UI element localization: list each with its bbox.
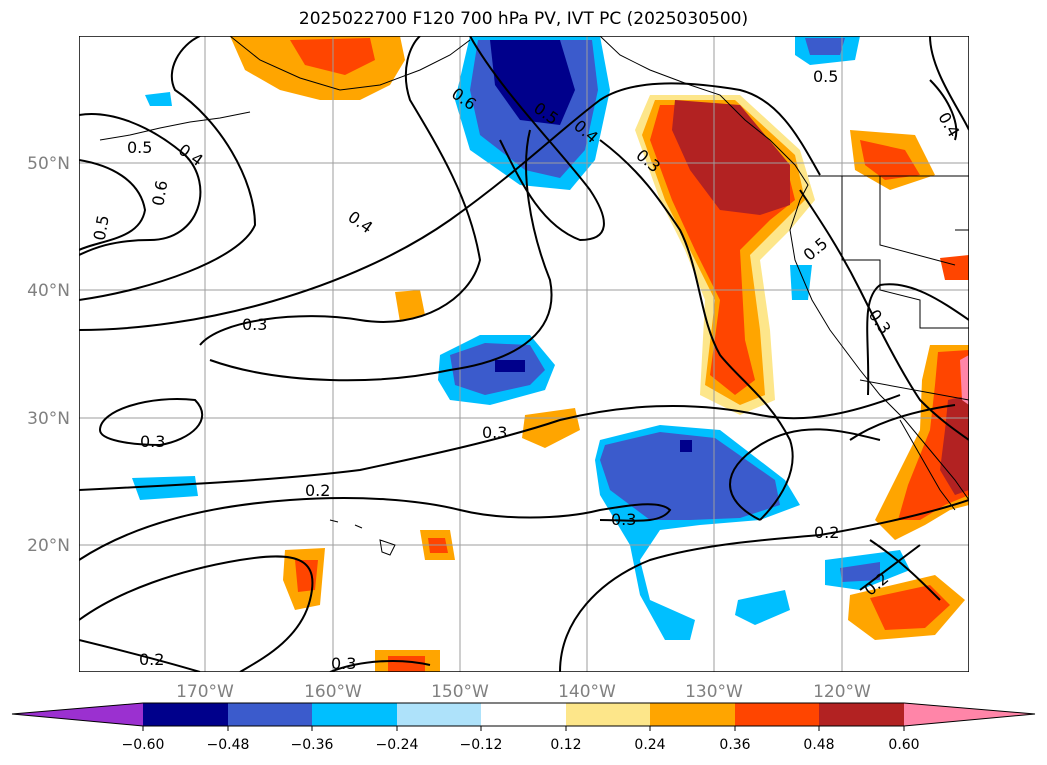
lon-label: 140°W xyxy=(558,682,616,702)
pv-positive-region xyxy=(672,100,790,215)
colorbar-segment xyxy=(650,703,735,726)
colorbar-tick-label: −0.48 xyxy=(207,737,250,753)
contour-line xyxy=(79,394,901,491)
contour-label: 0.2 xyxy=(139,650,164,669)
coastlines xyxy=(99,36,969,556)
colorbar-segment xyxy=(397,703,481,726)
lat-label: 20°N xyxy=(27,536,70,556)
lat-label: 50°N xyxy=(27,154,70,174)
colorbar-segment xyxy=(143,703,228,726)
pv-positive-region xyxy=(395,290,425,322)
colorbar-tick-label: 0.36 xyxy=(719,737,750,753)
contour-line xyxy=(199,36,482,346)
colorbar-tick-label: 0.12 xyxy=(550,737,581,753)
contour-label: 0.2 xyxy=(814,523,839,542)
colorbar-segment xyxy=(735,703,819,726)
contour-line xyxy=(79,113,202,256)
pv-negative-region xyxy=(145,92,172,106)
lat-axis: 50°N 40°N 30°N 20°N xyxy=(27,154,70,556)
colorbar: −0.60 −0.48 −0.36 −0.24 −0.12 0.12 0.24 … xyxy=(11,702,1036,753)
contour-label: 0.3 xyxy=(611,510,636,529)
contour-line xyxy=(79,82,821,331)
contour-line xyxy=(209,129,553,382)
contour-line xyxy=(729,428,881,521)
colorbar-over xyxy=(904,703,1035,726)
pv-negative-region xyxy=(805,38,845,55)
pv-positive-region xyxy=(940,255,969,280)
colorbar-tick-label: 0.60 xyxy=(888,737,919,753)
plot-title: 2025022700 F120 700 hPa PV, IVT PC (2025… xyxy=(298,9,749,29)
contour-line xyxy=(929,36,969,141)
colorbar-segment xyxy=(566,703,650,726)
pv-positive-region xyxy=(860,140,920,180)
pv-negative-region xyxy=(735,590,790,625)
contour-label: 0.3 xyxy=(331,654,356,673)
hawaii-islands xyxy=(329,519,396,556)
contour-line xyxy=(469,36,605,242)
colorbar-tick-label: 0.24 xyxy=(634,737,665,753)
contour-line xyxy=(329,659,431,672)
pv-negative-region xyxy=(840,562,880,582)
pv-shading xyxy=(132,36,969,672)
contour-line xyxy=(79,497,672,561)
map-panel[interactable]: 0.5 0.4 0.6 0.5 0.6 0.5 0.4 0.3 0.4 0.5 … xyxy=(79,36,969,673)
gridlines xyxy=(79,36,969,672)
colorbar-segment xyxy=(228,703,312,726)
aleutians xyxy=(99,111,251,141)
colorbar-under xyxy=(12,703,143,726)
contour-label: 0.2 xyxy=(305,481,330,500)
pv-positive-region xyxy=(870,585,950,630)
contour-label: 0.5 xyxy=(90,214,113,242)
pv-positive-region xyxy=(388,656,425,672)
pv-negative-region xyxy=(490,40,575,125)
colorbar-tick-label: −0.12 xyxy=(460,737,503,753)
contour-line xyxy=(79,159,147,251)
pv-positive-region xyxy=(960,355,969,405)
contour-line xyxy=(859,539,941,601)
contour-label: 0.3 xyxy=(140,432,165,451)
contour-line xyxy=(849,283,969,441)
colorbar-tick-label: −0.36 xyxy=(291,737,334,753)
baja-coast xyxy=(899,419,956,511)
pv-negative-region xyxy=(790,265,812,300)
lon-axis: 170°W 160°W 150°W 140°W 130°W 120°W xyxy=(176,682,871,702)
colorbar-segment xyxy=(481,703,566,726)
alaska-coast xyxy=(229,36,471,91)
colorbar-tick-label: 0.48 xyxy=(803,737,834,753)
contour-label: 0.3 xyxy=(482,423,507,442)
lon-label: 160°W xyxy=(304,682,362,702)
contour-label: 0.5 xyxy=(127,138,152,157)
lon-label: 130°W xyxy=(685,682,743,702)
contour-line xyxy=(799,189,969,441)
ivt-contours xyxy=(79,36,969,672)
state-borders xyxy=(841,176,969,401)
lat-label: 40°N xyxy=(27,281,70,301)
contour-line xyxy=(559,499,969,672)
pv-negative-region xyxy=(680,440,692,452)
contour-line xyxy=(99,398,203,447)
contour-line xyxy=(79,639,201,672)
contour-label: 0.6 xyxy=(148,179,171,207)
pv-negative-region xyxy=(495,360,525,372)
contour-line xyxy=(599,139,794,521)
colorbar-tick-label: −0.24 xyxy=(376,737,419,753)
colorbar-segment xyxy=(312,703,397,726)
colorbar-tick-label: −0.60 xyxy=(122,737,165,753)
contour-line xyxy=(79,555,314,672)
colorbar-segment xyxy=(819,703,904,726)
contour-line xyxy=(79,36,257,301)
contour-label: 0.5 xyxy=(813,67,838,86)
lat-label: 30°N xyxy=(27,409,70,429)
lon-label: 170°W xyxy=(176,682,234,702)
contour-label: 0.3 xyxy=(242,315,267,334)
lon-label: 120°W xyxy=(813,682,871,702)
lon-label: 150°W xyxy=(431,682,489,702)
pv-negative-region xyxy=(132,476,198,500)
pv-negative-region xyxy=(600,432,780,520)
